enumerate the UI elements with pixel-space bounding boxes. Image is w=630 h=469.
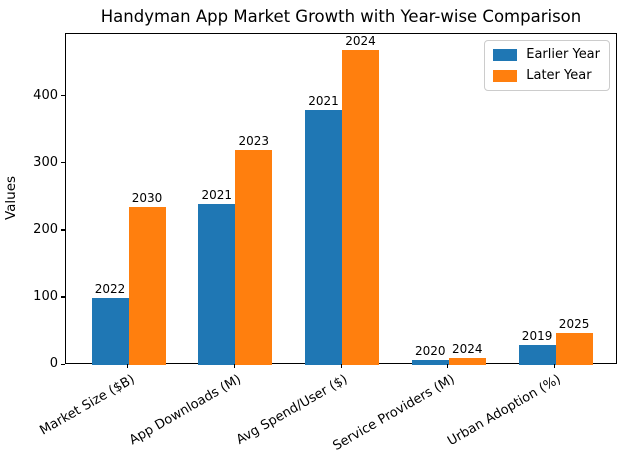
chart-title: Handyman App Market Growth with Year-wis… xyxy=(100,7,582,26)
x-tick xyxy=(233,364,235,368)
x-category-label: App Downloads (M) xyxy=(126,372,244,449)
x-category-label: Avg Spend/User ($) xyxy=(234,372,351,448)
legend-swatch-later-year xyxy=(493,70,518,82)
bar-year-label: 2030 xyxy=(131,191,163,206)
y-tick-label: 0 xyxy=(49,356,58,371)
x-tick xyxy=(554,364,556,368)
y-tick-label: 400 xyxy=(33,87,58,103)
bar-later-year xyxy=(342,49,380,365)
x-tick xyxy=(127,364,129,368)
bar-year-label: 2020 xyxy=(415,343,446,358)
bar-later-year xyxy=(555,333,593,365)
y-axis-label: Values xyxy=(3,175,19,221)
bar-later-year xyxy=(235,150,273,365)
bar-year-label: 2023 xyxy=(238,134,270,149)
bar-earlier-year xyxy=(305,110,343,365)
x-category-label: Urban Adoption (%) xyxy=(445,372,565,450)
legend-label-earlier-year: Earlier Year xyxy=(526,47,600,62)
y-tick xyxy=(61,363,65,365)
legend: Earlier Year Later Year xyxy=(484,40,610,91)
y-tick-label: 200 xyxy=(33,221,58,237)
bar-earlier-year xyxy=(411,359,449,365)
y-tick xyxy=(61,229,65,231)
legend-swatch-earlier-year xyxy=(493,49,518,61)
y-tick-label: 300 xyxy=(33,154,58,170)
bar-earlier-year xyxy=(91,297,129,365)
bar-earlier-year xyxy=(198,204,236,365)
bar-year-label: 2019 xyxy=(521,328,553,343)
y-tick xyxy=(61,162,65,164)
bar-later-year xyxy=(128,207,166,365)
legend-item-later-year: Later Year xyxy=(493,68,600,84)
y-tick xyxy=(61,296,65,298)
bar-earlier-year xyxy=(518,344,556,365)
bar-year-label: 2024 xyxy=(345,33,376,48)
x-tick xyxy=(340,364,342,368)
bar-year-label: 2025 xyxy=(558,317,590,332)
y-tick xyxy=(61,95,65,97)
x-category-label: Market Size ($B) xyxy=(36,372,137,439)
legend-label-later-year: Later Year xyxy=(526,68,592,83)
bar-later-year xyxy=(448,358,486,365)
legend-item-earlier-year: Earlier Year xyxy=(493,47,600,63)
bar-year-label: 2021 xyxy=(308,94,339,109)
bar-year-label: 2024 xyxy=(452,342,483,357)
bar-year-label: 2022 xyxy=(94,281,126,296)
x-tick xyxy=(447,364,449,368)
y-tick-label: 100 xyxy=(33,288,58,304)
bar-year-label: 2021 xyxy=(201,188,233,203)
